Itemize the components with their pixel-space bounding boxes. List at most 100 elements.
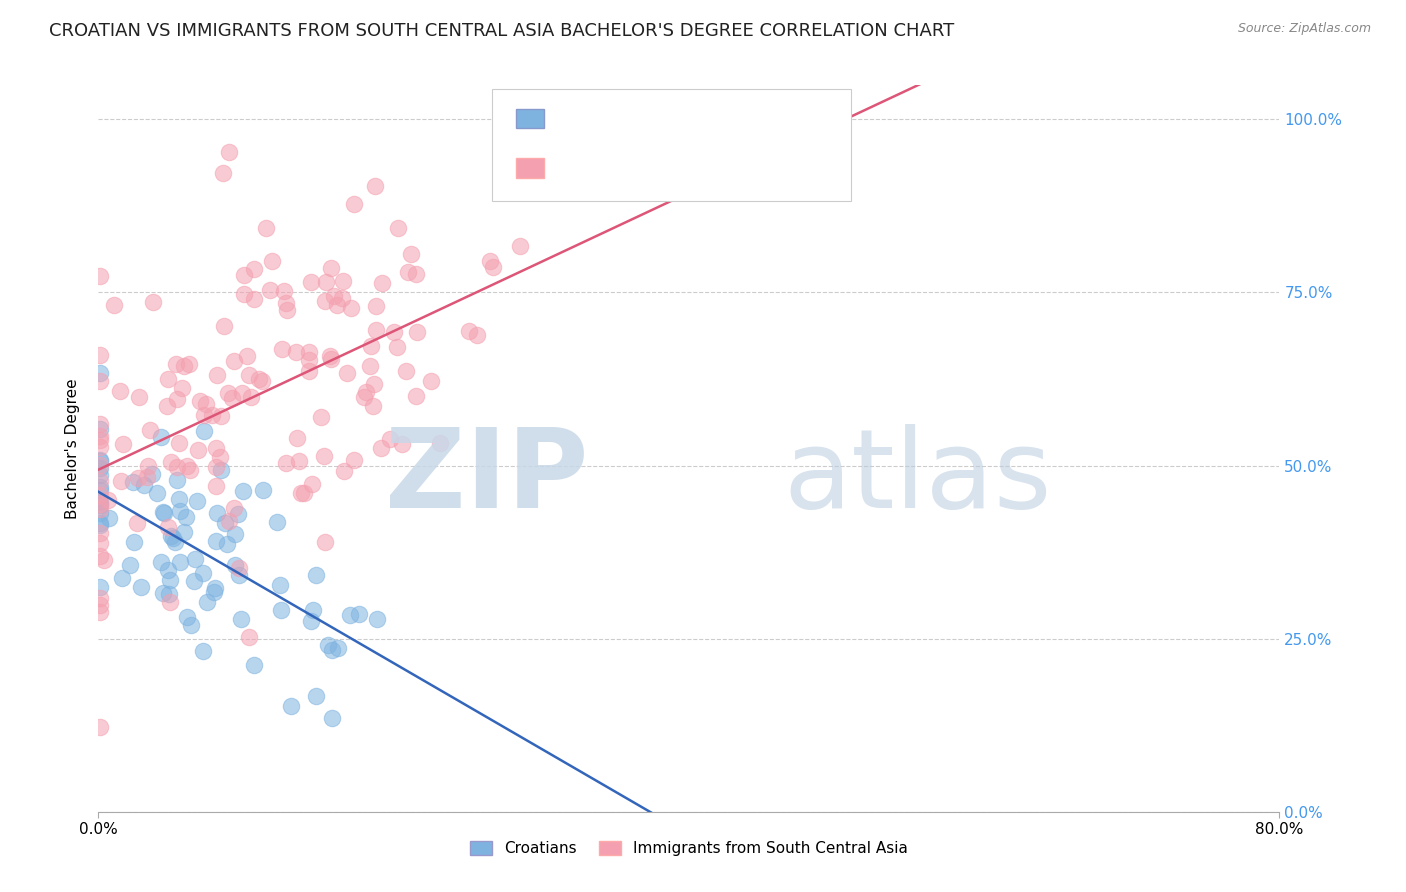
Point <box>120 558 142 572</box>
Point <box>252 483 274 497</box>
Point <box>89 468 111 483</box>
Point <box>89 458 111 473</box>
Point <box>89 480 111 494</box>
Point <box>465 327 488 342</box>
Point <box>167 435 190 450</box>
Point <box>250 374 273 388</box>
Point <box>159 574 181 588</box>
Point <box>205 441 228 455</box>
Point <box>180 618 202 632</box>
Point <box>312 450 335 464</box>
Point <box>238 630 260 644</box>
Point <box>240 390 263 404</box>
Point <box>305 568 328 582</box>
Point <box>89 598 111 612</box>
Point <box>378 433 401 447</box>
Point <box>97 493 120 508</box>
Point <box>156 399 179 413</box>
Point <box>176 610 198 624</box>
Point <box>169 504 191 518</box>
Point <box>166 473 188 487</box>
Point <box>353 390 375 404</box>
Point <box>269 578 291 592</box>
Point <box>152 505 174 519</box>
Point <box>150 555 173 569</box>
Text: R =: R = <box>558 113 593 131</box>
Point <box>122 534 145 549</box>
Point <box>167 492 190 507</box>
Text: N =: N = <box>688 113 734 131</box>
Point <box>103 298 125 312</box>
Point <box>89 487 111 501</box>
Point <box>188 394 211 409</box>
Point <box>195 595 218 609</box>
Point <box>218 145 240 160</box>
Point <box>89 366 111 380</box>
Point <box>205 479 228 493</box>
Point <box>420 374 443 388</box>
Point <box>132 478 155 492</box>
Point <box>204 460 226 475</box>
Point <box>343 452 366 467</box>
Point <box>391 437 413 451</box>
Point <box>361 399 384 413</box>
Text: CROATIAN VS IMMIGRANTS FROM SOUTH CENTRAL ASIA BACHELOR'S DEGREE CORRELATION CHA: CROATIAN VS IMMIGRANTS FROM SOUTH CENTRA… <box>49 22 955 40</box>
Point <box>228 561 250 575</box>
Point <box>183 574 205 588</box>
Point <box>371 277 394 291</box>
Point <box>326 640 349 655</box>
Text: 141: 141 <box>738 162 769 180</box>
Text: R =: R = <box>558 162 593 180</box>
Point <box>89 501 111 516</box>
Point <box>157 587 180 601</box>
Point <box>276 303 298 318</box>
Point <box>89 605 111 619</box>
Point <box>89 591 111 606</box>
Point <box>396 264 419 278</box>
Point <box>179 463 201 477</box>
Point <box>205 506 228 520</box>
Point <box>326 298 349 312</box>
Point <box>204 581 226 595</box>
Point <box>217 386 239 401</box>
Point <box>336 367 359 381</box>
Point <box>387 220 409 235</box>
Point <box>274 456 297 470</box>
Point <box>298 352 321 367</box>
Text: 79: 79 <box>738 113 759 131</box>
Point <box>314 535 336 549</box>
Point <box>323 289 346 303</box>
Legend: Croatians, Immigrants from South Central Asia: Croatians, Immigrants from South Central… <box>464 835 914 863</box>
Point <box>333 464 356 478</box>
Point <box>93 553 115 567</box>
Point <box>89 441 111 455</box>
Point <box>183 552 205 566</box>
Point <box>366 611 388 625</box>
Point <box>89 453 111 467</box>
Point <box>127 470 149 484</box>
Point <box>218 514 240 528</box>
Point <box>165 357 187 371</box>
Point <box>229 612 252 626</box>
Point <box>315 275 337 289</box>
Point <box>163 535 186 549</box>
Point <box>159 455 181 469</box>
Point <box>363 377 385 392</box>
Point <box>301 476 323 491</box>
Point <box>111 571 134 585</box>
Point <box>330 291 353 305</box>
Point <box>89 518 111 533</box>
Point <box>98 511 121 525</box>
Point <box>482 260 505 275</box>
Point <box>321 643 343 657</box>
Point <box>202 585 225 599</box>
Point <box>354 384 377 399</box>
Point <box>201 409 224 423</box>
Point <box>370 442 392 456</box>
Point <box>89 428 111 442</box>
Point <box>406 325 429 339</box>
Text: ZIP: ZIP <box>385 424 589 531</box>
Point <box>191 566 214 580</box>
Point <box>224 558 246 573</box>
Text: Source: ZipAtlas.com: Source: ZipAtlas.com <box>1237 22 1371 36</box>
